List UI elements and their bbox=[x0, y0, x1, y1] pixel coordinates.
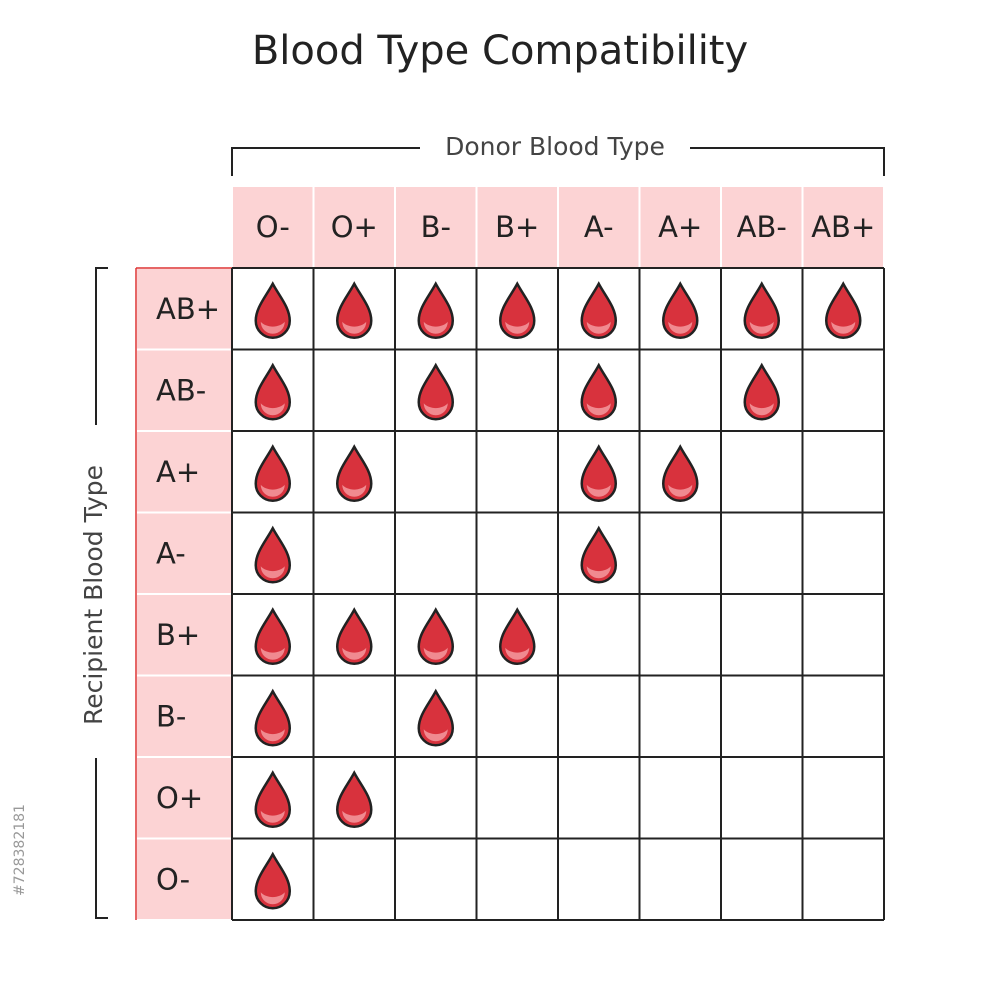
column-header-cell bbox=[231, 185, 315, 269]
row-header: A- bbox=[156, 536, 186, 570]
row-header: B- bbox=[156, 699, 186, 733]
compatible-drop bbox=[336, 771, 373, 828]
compatible-drop bbox=[336, 608, 373, 665]
compatible-drop bbox=[580, 282, 617, 339]
compatible-drop bbox=[580, 445, 617, 502]
column-header: A+ bbox=[658, 210, 702, 244]
compatible-drop bbox=[336, 282, 373, 339]
row-header-cell bbox=[135, 511, 233, 595]
compatible-drop bbox=[499, 282, 536, 339]
compatible-drop bbox=[417, 690, 454, 747]
recipient-bracket bbox=[95, 267, 108, 919]
compatible-drop bbox=[417, 608, 454, 665]
watermark: #728382181 bbox=[12, 804, 28, 896]
compatible-drop bbox=[417, 364, 454, 421]
row-header-cell bbox=[135, 267, 233, 351]
compatible-drop bbox=[254, 445, 291, 502]
compatible-drop bbox=[336, 445, 373, 502]
column-header-cell bbox=[475, 185, 559, 269]
column-header: B+ bbox=[495, 210, 539, 244]
compatible-drop bbox=[254, 282, 291, 339]
row-header: A+ bbox=[156, 455, 200, 489]
row-header: O- bbox=[156, 862, 190, 896]
compatible-drop bbox=[254, 771, 291, 828]
row-header: AB+ bbox=[156, 292, 220, 326]
recipient-label: Recipient Blood Type bbox=[79, 465, 108, 725]
row-header: AB- bbox=[156, 373, 206, 407]
row-header-cell bbox=[135, 348, 233, 432]
column-header: A- bbox=[584, 210, 614, 244]
compatible-drop bbox=[417, 282, 454, 339]
title: Blood Type Compatibility bbox=[252, 28, 748, 74]
donor-bracket bbox=[231, 147, 885, 176]
column-header: O+ bbox=[331, 210, 378, 244]
compatible-drop bbox=[254, 364, 291, 421]
column-header: B- bbox=[421, 210, 451, 244]
compatible-drop bbox=[254, 608, 291, 665]
column-header-cell bbox=[801, 185, 885, 269]
column-header: AB+ bbox=[811, 210, 875, 244]
row-header: B+ bbox=[156, 618, 200, 652]
compatible-drop bbox=[254, 527, 291, 584]
column-header-cell bbox=[394, 185, 478, 269]
compatible-drop bbox=[580, 364, 617, 421]
row-header: O+ bbox=[156, 781, 203, 815]
compatible-drop bbox=[743, 364, 780, 421]
compatible-drop bbox=[254, 690, 291, 747]
column-header-cell bbox=[638, 185, 722, 269]
compatible-drop bbox=[743, 282, 780, 339]
column-header: AB- bbox=[737, 210, 787, 244]
compatible-drop bbox=[662, 282, 699, 339]
column-header: O- bbox=[256, 210, 290, 244]
compatible-drop bbox=[254, 853, 291, 910]
compatible-drop bbox=[662, 445, 699, 502]
donor-label: Donor Blood Type bbox=[445, 132, 665, 161]
compatible-drop bbox=[825, 282, 862, 339]
compatible-drop bbox=[580, 527, 617, 584]
row-header-cell bbox=[135, 674, 233, 758]
compatible-drop bbox=[499, 608, 536, 665]
